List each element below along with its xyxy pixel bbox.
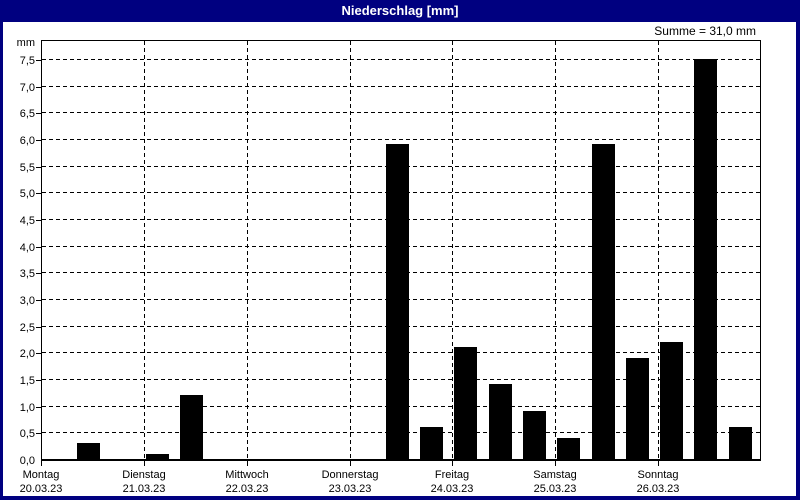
y-axis-tick xyxy=(36,113,41,114)
precipitation-bar xyxy=(557,438,580,459)
day-label: Sonntag xyxy=(637,469,679,481)
window-border-bottom xyxy=(0,496,800,500)
y-axis-tick-label: 0,0 xyxy=(19,455,35,467)
y-axis-tick xyxy=(36,140,41,141)
y-axis-tick-label: 7,0 xyxy=(19,82,35,94)
precipitation-bar xyxy=(660,342,683,459)
x-axis-tick xyxy=(658,461,659,466)
x-axis-tick xyxy=(350,461,351,466)
y-axis-tick-label: 0,5 xyxy=(19,428,35,440)
y-axis-tick-label: 7,5 xyxy=(19,55,35,67)
date-label: 22.03.23 xyxy=(225,483,269,495)
v-gridline xyxy=(247,41,248,459)
window-border-left xyxy=(0,22,3,500)
precipitation-bar xyxy=(592,144,615,459)
precipitation-bar xyxy=(77,443,100,459)
day-label: Mittwoch xyxy=(225,469,269,481)
y-axis-tick xyxy=(36,380,41,381)
y-axis-tick-label: 4,5 xyxy=(19,215,35,227)
v-gridline xyxy=(658,41,659,459)
date-label: 21.03.23 xyxy=(122,483,166,495)
y-axis-tick xyxy=(36,87,41,88)
v-gridline xyxy=(452,41,453,459)
y-axis-tick-label: 6,0 xyxy=(19,135,35,147)
precipitation-bar xyxy=(626,358,649,459)
date-label: 23.03.23 xyxy=(328,483,372,495)
y-axis-tick xyxy=(36,220,41,221)
window-title: Niederschlag [mm] xyxy=(341,3,459,18)
x-axis-tick xyxy=(452,461,453,466)
day-label: Montag xyxy=(22,469,60,481)
precipitation-bar xyxy=(180,395,203,459)
precipitation-bar xyxy=(454,347,477,459)
date-label: 24.03.23 xyxy=(430,483,474,495)
precipitation-bar xyxy=(420,427,443,459)
precipitation-bar xyxy=(523,411,546,459)
day-label: Dienstag xyxy=(122,469,166,481)
window-titlebar[interactable]: Niederschlag [mm] xyxy=(0,0,800,22)
y-axis-tick xyxy=(36,167,41,168)
date-label: 26.03.23 xyxy=(636,483,680,495)
day-label: Samstag xyxy=(533,469,577,481)
h-gridline xyxy=(42,86,760,87)
y-axis-tick xyxy=(36,353,41,354)
date-label: 20.03.23 xyxy=(19,483,63,495)
precipitation-bar xyxy=(386,144,409,459)
precipitation-bar xyxy=(489,384,512,459)
plot-area xyxy=(41,40,761,461)
h-gridline xyxy=(42,139,760,140)
y-axis-tick xyxy=(36,247,41,248)
y-axis-tick xyxy=(36,407,41,408)
y-axis-tick xyxy=(36,273,41,274)
window-border-right xyxy=(796,22,800,500)
y-axis-tick xyxy=(36,433,41,434)
v-gridline xyxy=(350,41,351,459)
y-axis-tick-label: 6,5 xyxy=(19,108,35,120)
y-axis-tick xyxy=(36,300,41,301)
x-axis-tick xyxy=(41,461,42,466)
x-axis-tick xyxy=(247,461,248,466)
sum-label: Summe = 31,0 mm xyxy=(654,24,756,38)
y-axis-tick-label: 3,0 xyxy=(19,295,35,307)
x-axis-tick xyxy=(144,461,145,466)
y-axis-tick-label: 1,5 xyxy=(19,375,35,387)
day-label: Donnerstag xyxy=(321,469,379,481)
y-axis-tick-label: 5,5 xyxy=(19,162,35,174)
v-gridline xyxy=(144,41,145,459)
y-axis-tick xyxy=(36,193,41,194)
h-gridline xyxy=(42,112,760,113)
precipitation-bar xyxy=(694,59,717,459)
y-axis-tick-label: 2,5 xyxy=(19,322,35,334)
y-axis-tick xyxy=(36,327,41,328)
y-axis-tick-label: 3,5 xyxy=(19,268,35,280)
y-axis-tick-label: 5,0 xyxy=(19,188,35,200)
date-label: 25.03.23 xyxy=(533,483,577,495)
y-axis-unit-label: mm xyxy=(16,37,35,49)
y-axis-tick-label: 2,0 xyxy=(19,348,35,360)
x-axis-tick xyxy=(555,461,556,466)
precipitation-bar xyxy=(146,454,169,459)
precipitation-bar xyxy=(729,427,752,459)
y-axis-tick-label: 4,0 xyxy=(19,242,35,254)
v-gridline xyxy=(555,41,556,459)
y-axis-tick-label: 1,0 xyxy=(19,402,35,414)
y-axis-tick xyxy=(36,60,41,61)
h-gridline xyxy=(42,59,760,60)
day-label: Freitag xyxy=(434,469,470,481)
